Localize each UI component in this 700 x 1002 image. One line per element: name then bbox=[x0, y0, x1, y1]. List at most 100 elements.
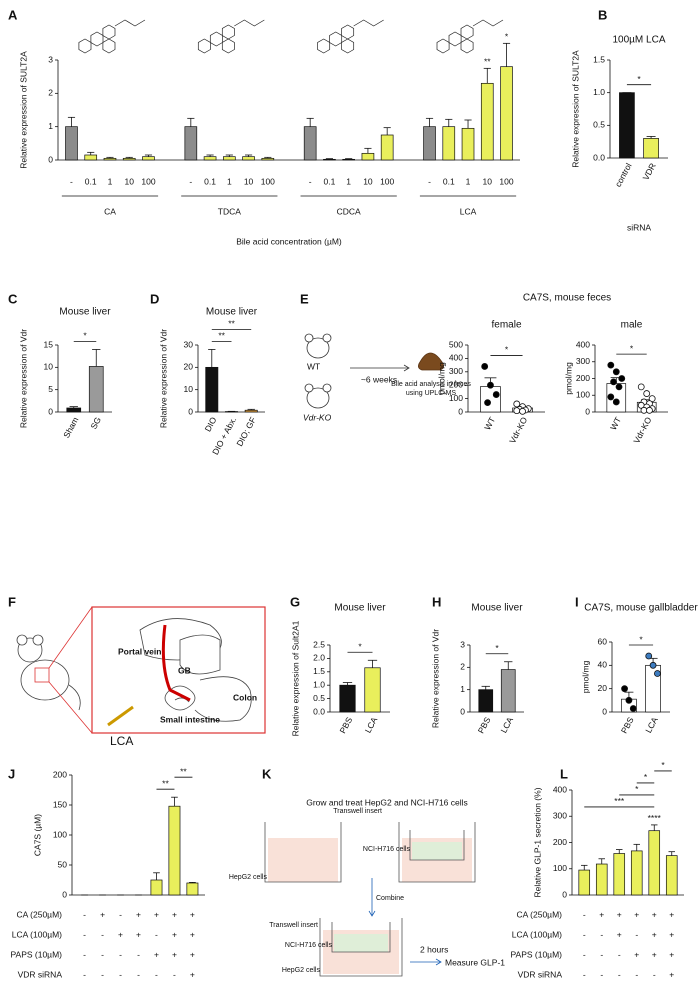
condition-sign: + bbox=[669, 929, 674, 939]
data-point bbox=[654, 670, 661, 677]
chart-title: Mouse liver bbox=[59, 307, 111, 318]
x-tick-label: 1 bbox=[346, 176, 351, 186]
ring bbox=[102, 24, 116, 40]
significance-label: ** bbox=[218, 331, 225, 341]
method-label: Bile acid analysis in feces bbox=[391, 381, 471, 388]
y-axis-label: CA7S (µM) bbox=[32, 814, 42, 856]
bar bbox=[323, 158, 336, 161]
condition-sign: - bbox=[583, 949, 586, 959]
significance-label: *** bbox=[614, 796, 625, 806]
condition-sign: - bbox=[618, 969, 621, 979]
data-point bbox=[481, 363, 489, 370]
y-tick-label: 1.5 bbox=[593, 54, 605, 64]
y-tick-label: 400 bbox=[553, 784, 567, 794]
group-label: Vdr-KO bbox=[303, 412, 332, 422]
side-chain bbox=[353, 19, 384, 27]
y-tick-label: 2 bbox=[48, 88, 53, 98]
x-tick-label: 0.1 bbox=[443, 176, 455, 186]
y-tick-label: 1.5 bbox=[313, 666, 325, 676]
panel-letter: E bbox=[300, 291, 309, 306]
x-tick-label: PBS bbox=[337, 715, 354, 735]
condition-sign: - bbox=[155, 929, 158, 939]
x-tick-label: - bbox=[428, 176, 431, 186]
bar bbox=[242, 156, 255, 161]
anatomy-label: Portal vein bbox=[118, 646, 161, 656]
x-tick-label: Vdr-KO bbox=[507, 415, 529, 445]
y-tick-label: 0 bbox=[62, 889, 67, 899]
panel-title: CA7S, mouse feces bbox=[523, 293, 611, 304]
data-point bbox=[629, 705, 637, 712]
y-tick-label: 300 bbox=[449, 366, 463, 376]
diagram-label: HepG2 cells bbox=[229, 874, 268, 881]
bar bbox=[643, 138, 659, 159]
duration-label: ~6 weeks bbox=[361, 374, 397, 384]
y-tick-label: 10 bbox=[184, 384, 194, 394]
chemical-structure bbox=[78, 19, 146, 54]
y-tick-label: 200 bbox=[53, 769, 67, 779]
ring bbox=[329, 31, 343, 47]
group-label: LCA bbox=[460, 206, 477, 216]
bar bbox=[203, 156, 217, 161]
bar bbox=[442, 126, 456, 161]
group-label: CA bbox=[104, 206, 116, 216]
chart-title: Mouse liver bbox=[471, 603, 523, 614]
data-point bbox=[607, 393, 615, 401]
x-tick-label: Sham bbox=[61, 415, 80, 439]
condition-sign: - bbox=[83, 969, 86, 979]
y-tick-label: 2.5 bbox=[313, 639, 325, 649]
y-tick-label: 20 bbox=[184, 362, 194, 372]
condition-sign: - bbox=[137, 969, 140, 979]
bar bbox=[630, 850, 643, 896]
y-tick-label: 0 bbox=[188, 406, 193, 416]
x-tick-label: 10 bbox=[483, 176, 493, 186]
side-chain bbox=[234, 19, 265, 27]
condition-label: VDR siRNA bbox=[518, 969, 563, 979]
bar bbox=[480, 82, 494, 161]
y-tick-label: 300 bbox=[576, 356, 590, 366]
significance-label: ** bbox=[162, 778, 169, 788]
y-tick-label: 1.0 bbox=[313, 679, 325, 689]
y-tick-label: 100 bbox=[449, 393, 463, 403]
x-tick-label: SG bbox=[88, 415, 103, 431]
y-tick-label: 200 bbox=[553, 837, 567, 847]
data-point bbox=[607, 361, 615, 369]
panel-letter: D bbox=[150, 291, 159, 306]
x-tick-label: 1 bbox=[108, 176, 113, 186]
condition-sign: + bbox=[652, 929, 657, 939]
y-tick-label: 3 bbox=[48, 54, 53, 64]
y-axis-label: Relative expression of Vdr bbox=[158, 329, 168, 428]
y-tick-label: 1 bbox=[48, 121, 53, 131]
y-tick-label: 0 bbox=[458, 406, 463, 416]
condition-sign: + bbox=[634, 949, 639, 959]
y-tick-label: 1.0 bbox=[593, 87, 605, 97]
group-label: CDCA bbox=[337, 206, 361, 216]
panel-title: Grow and treat HepG2 and NCI-H716 cells bbox=[306, 797, 468, 807]
condition-sign: + bbox=[617, 929, 622, 939]
y-tick-label: 60 bbox=[598, 636, 608, 646]
significance-label: ** bbox=[180, 766, 187, 776]
chart-title: male bbox=[621, 320, 643, 331]
data-point bbox=[513, 400, 521, 408]
group-label: TDCA bbox=[218, 206, 241, 216]
y-tick-label: 100 bbox=[553, 863, 567, 873]
data-point bbox=[643, 390, 651, 397]
condition-sign: + bbox=[154, 909, 159, 919]
ring bbox=[460, 38, 474, 54]
y-axis-label: Relative expression of Sult2A1 bbox=[290, 620, 300, 736]
y-tick-label: 0.5 bbox=[593, 120, 605, 130]
ring bbox=[221, 24, 235, 40]
condition-sign: - bbox=[583, 909, 586, 919]
y-tick-label: 0 bbox=[48, 406, 53, 416]
condition-sign: + bbox=[136, 909, 141, 919]
condition-sign: - bbox=[101, 929, 104, 939]
bar bbox=[65, 126, 78, 161]
condition-sign: - bbox=[101, 949, 104, 959]
panel-letter: G bbox=[290, 594, 300, 609]
panel-letter: K bbox=[262, 766, 272, 781]
side-chain bbox=[472, 19, 504, 27]
chart-title: Mouse liver bbox=[334, 603, 386, 614]
chart-title: female bbox=[491, 320, 521, 331]
condition-sign: - bbox=[119, 949, 122, 959]
condition-sign: - bbox=[173, 969, 176, 979]
condition-sign: + bbox=[669, 909, 674, 919]
